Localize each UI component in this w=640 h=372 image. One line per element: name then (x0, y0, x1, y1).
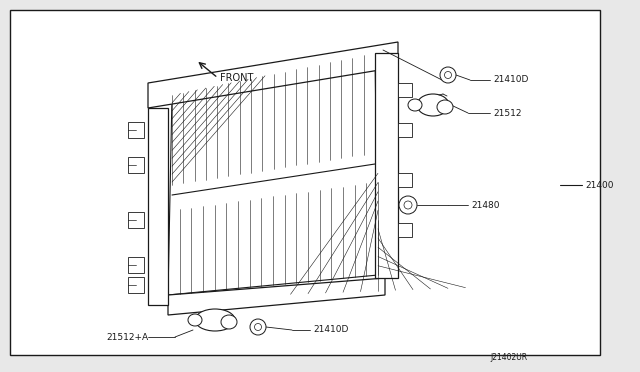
Circle shape (250, 319, 266, 335)
Polygon shape (375, 53, 398, 278)
Ellipse shape (417, 94, 449, 116)
Text: J21402UR: J21402UR (490, 353, 527, 362)
Ellipse shape (408, 99, 422, 111)
Polygon shape (148, 42, 398, 108)
Bar (398, 173, 412, 187)
Ellipse shape (188, 314, 202, 326)
Bar (398, 223, 412, 237)
Polygon shape (148, 108, 168, 305)
Bar (398, 83, 412, 97)
Text: 21410D: 21410D (313, 326, 348, 334)
Circle shape (445, 71, 451, 78)
Text: 21512+A: 21512+A (106, 333, 148, 341)
Text: 21512: 21512 (493, 109, 522, 118)
Ellipse shape (221, 315, 237, 329)
Polygon shape (168, 278, 385, 315)
Polygon shape (168, 53, 378, 295)
Circle shape (255, 324, 262, 330)
Text: 21410D: 21410D (493, 76, 529, 84)
Bar (128, 212, 144, 228)
Text: FRONT: FRONT (220, 73, 253, 83)
Bar (128, 157, 144, 173)
Bar (398, 123, 412, 137)
Circle shape (404, 201, 412, 209)
Ellipse shape (437, 100, 453, 114)
Text: 21480: 21480 (471, 201, 499, 209)
Bar (128, 257, 144, 273)
Bar (128, 122, 144, 138)
Bar (128, 277, 144, 293)
Circle shape (399, 196, 417, 214)
Text: 21400: 21400 (585, 180, 614, 189)
Circle shape (440, 67, 456, 83)
Ellipse shape (195, 309, 235, 331)
